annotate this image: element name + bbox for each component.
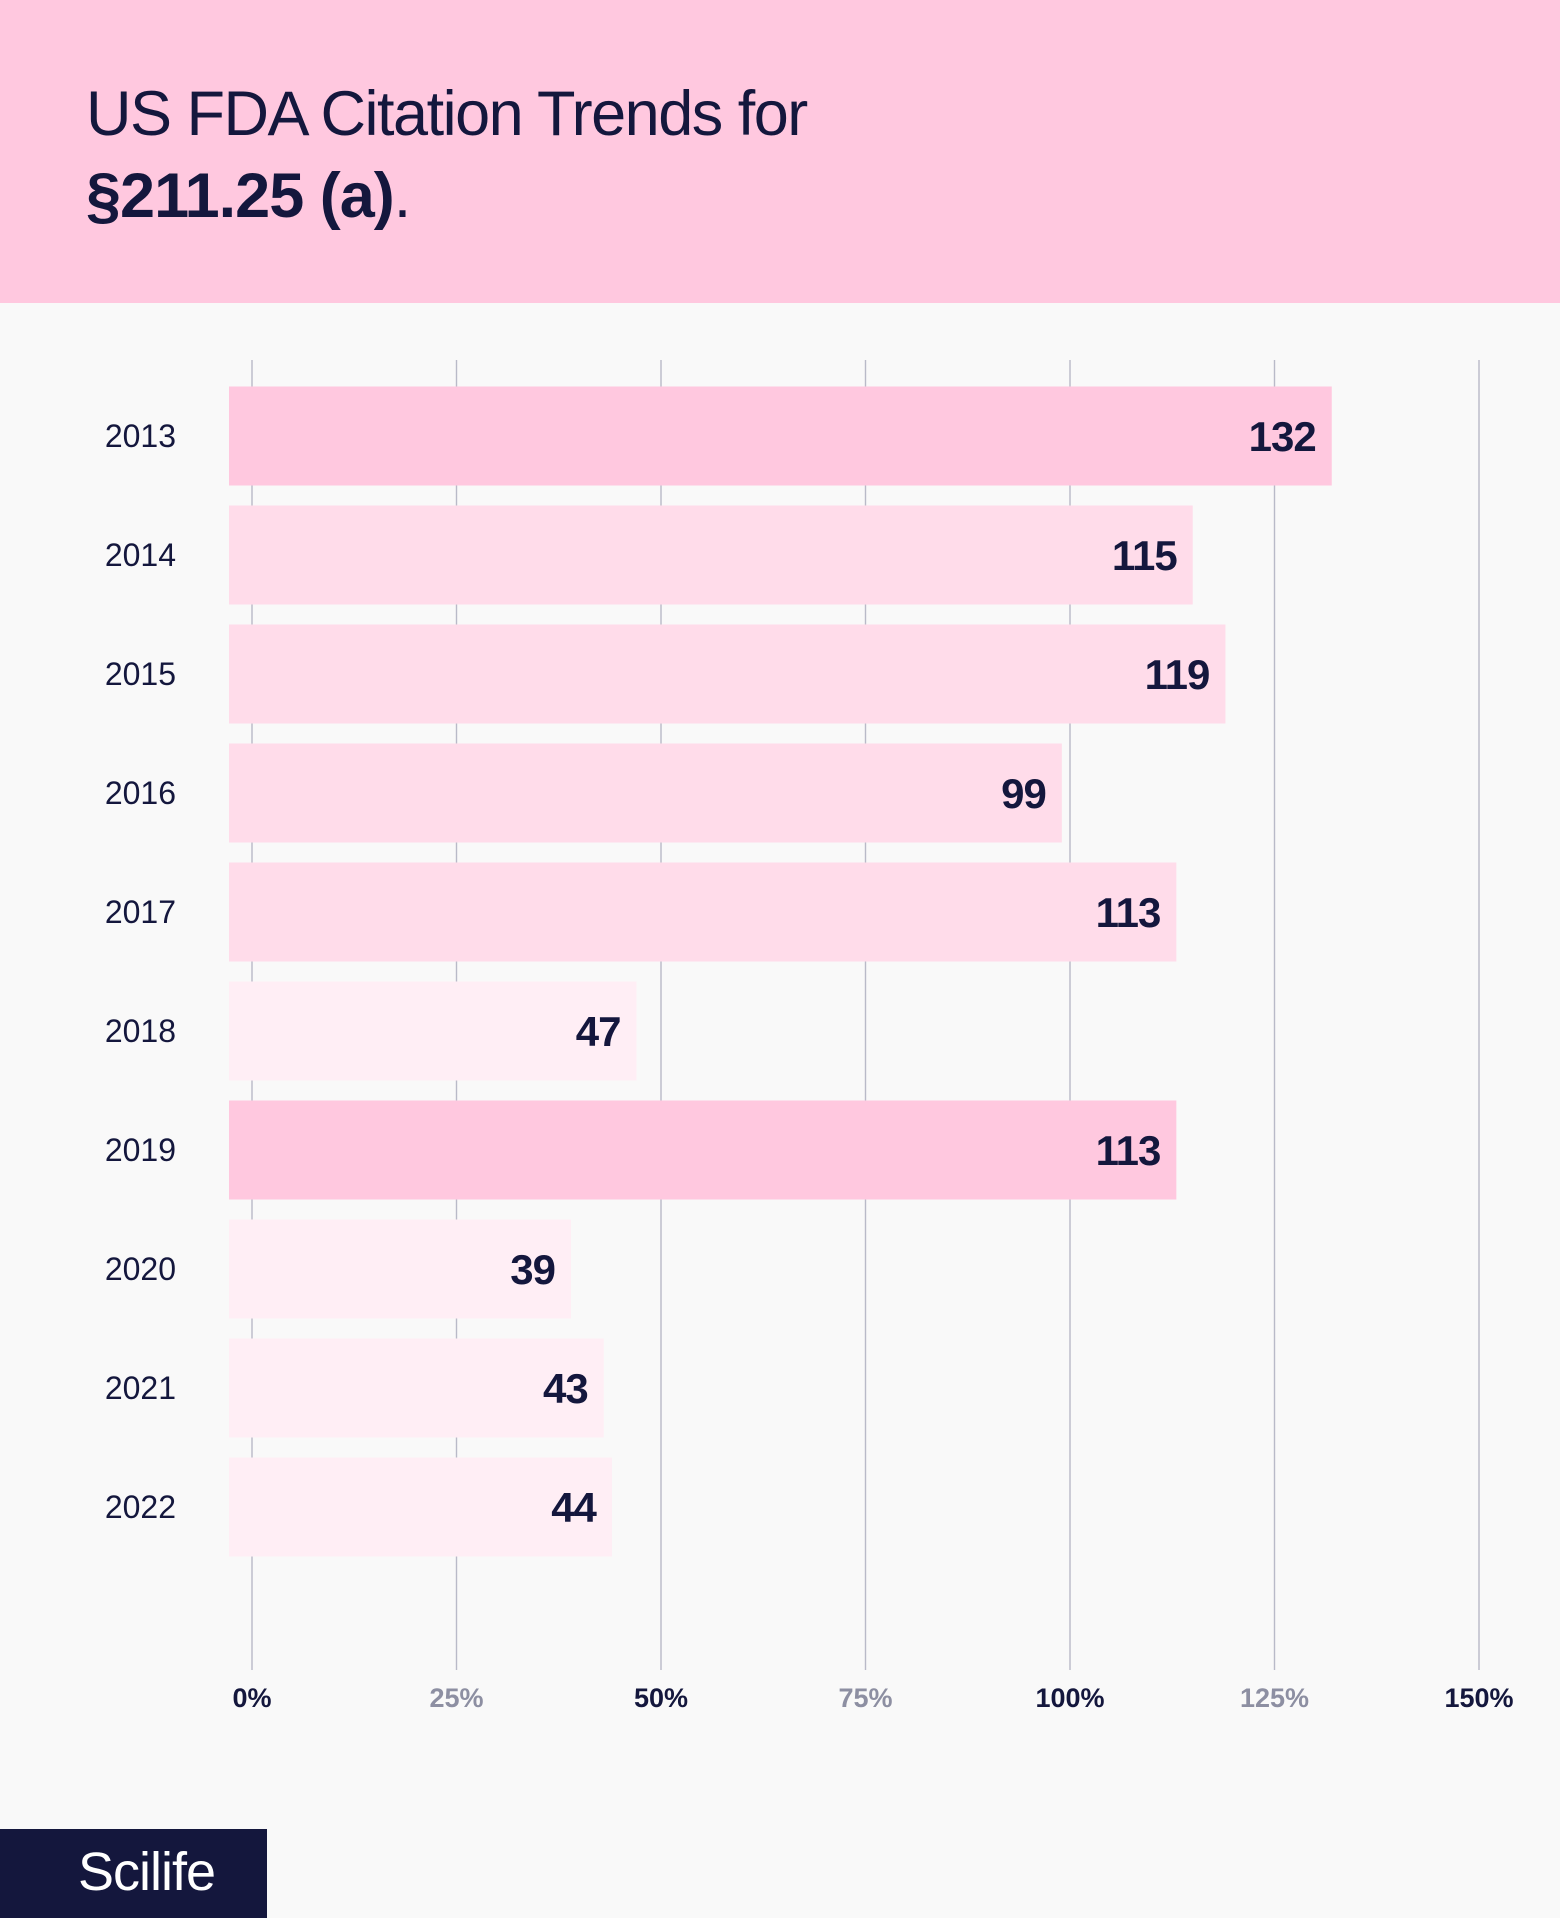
bar-2019 [229,1100,1177,1200]
x-tick-label: 75% [838,1683,892,1713]
category-label: 2017 [105,894,176,930]
data-label: 113 [1096,1127,1161,1174]
header-banner: US FDA Citation Trends for §211.25 (a). [0,0,1560,303]
bar-2021 [229,1338,604,1438]
category-label: 2020 [105,1251,176,1287]
brand-logo-text: Scilife [78,1842,216,1902]
data-label: 119 [1145,651,1210,698]
data-label: 43 [543,1365,588,1412]
bar-2022 [229,1457,612,1557]
chart-title-suffix: . [393,161,411,231]
bar-2018 [229,981,637,1081]
x-tick-label: 150% [1444,1683,1513,1713]
bar-2017 [229,862,1177,962]
x-tick-label: 0% [232,1683,271,1713]
bar-2015 [229,624,1226,724]
x-tick-label: 125% [1240,1683,1309,1713]
category-label: 2018 [105,1013,176,1049]
x-tick-label: 50% [634,1683,688,1713]
category-label: 2016 [105,775,176,811]
category-label: 2019 [105,1132,176,1168]
data-label: 132 [1249,413,1316,460]
bar-chart: 0% 25% 50% 75% 100% 125% 150% 2013 132 2014 115 201… [105,360,1514,1713]
chart-title-section: §211.25 (a) [86,161,395,231]
chart-title-line2: §211.25 (a). [86,160,411,232]
chart-title-line1: US FDA Citation Trends for [86,79,808,149]
bar-2013 [229,386,1332,486]
bars [229,386,1332,1557]
labels: 0% 25% 50% 75% 100% 125% 150% 2013 132 2014 115 201… [105,413,1514,1713]
bar-2016 [229,743,1062,843]
category-label: 2014 [105,537,176,573]
brand-logo: Scilife [0,1829,267,1918]
data-label: 44 [551,1484,597,1531]
category-label: 2013 [105,418,176,454]
data-label: 47 [576,1008,621,1055]
bar-2020 [229,1219,572,1319]
data-label: 99 [1001,770,1046,817]
data-label: 113 [1096,889,1161,936]
x-tick-label: 100% [1035,1683,1104,1713]
x-tick-label: 25% [429,1683,483,1713]
category-label: 2021 [105,1370,176,1406]
bar-2014 [229,505,1193,605]
category-label: 2015 [105,656,176,692]
data-label: 115 [1112,532,1177,579]
category-label: 2022 [105,1489,176,1525]
data-label: 39 [510,1246,555,1293]
